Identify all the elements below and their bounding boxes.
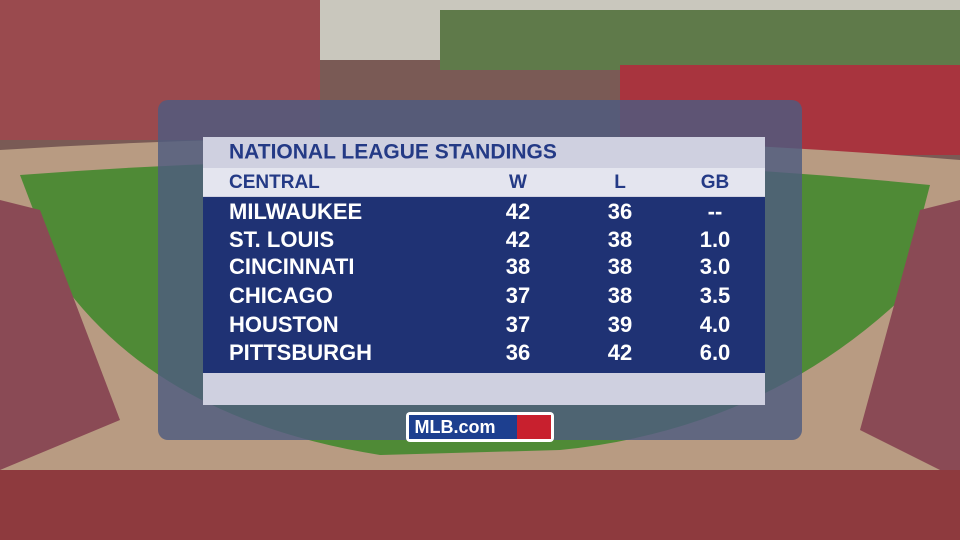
team-name: CINCINNATI (229, 254, 354, 279)
stat-cell: 3.0 (700, 254, 731, 279)
team-name: HOUSTON (229, 312, 339, 337)
stat-cell: 39 (608, 312, 632, 337)
stat-cell: 4.0 (700, 312, 731, 337)
stat-cell: 37 (506, 312, 530, 337)
front-seats (0, 470, 960, 540)
stat-cell: 37 (506, 283, 530, 308)
team-name: CHICAGO (229, 283, 333, 308)
stat-cell: 38 (608, 254, 632, 279)
team-name: ST. LOUIS (229, 227, 334, 252)
column-header: CENTRAL (229, 172, 320, 193)
stat-cell: 1.0 (700, 227, 731, 252)
stat-cell: -- (708, 199, 723, 224)
stat-cell: 42 (506, 199, 530, 224)
stat-cell: 36 (506, 340, 530, 365)
logo-left (409, 415, 517, 439)
column-header: W (509, 172, 527, 193)
column-header: L (614, 172, 626, 193)
hills (440, 10, 960, 70)
team-name: PITTSBURGH (229, 340, 372, 365)
stands-lower-right (860, 200, 960, 480)
graphic-title: NATIONAL LEAGUE STANDINGS (229, 141, 557, 164)
column-header: GB (701, 172, 730, 193)
logo-text: MLB.com (415, 417, 496, 437)
stat-cell: 6.0 (700, 340, 731, 365)
team-name: MILWAUKEE (229, 199, 362, 224)
stat-cell: 3.5 (700, 283, 731, 308)
stat-cell: 36 (608, 199, 632, 224)
stands-lower-left (0, 200, 120, 470)
stat-cell: 38 (506, 254, 530, 279)
stat-cell: 42 (608, 340, 632, 365)
stat-cell: 42 (506, 227, 530, 252)
logo-right (517, 415, 551, 439)
header-bar (203, 168, 765, 196)
stat-cell: 38 (608, 227, 632, 252)
standings-body (203, 197, 765, 373)
stat-cell: 38 (608, 283, 632, 308)
